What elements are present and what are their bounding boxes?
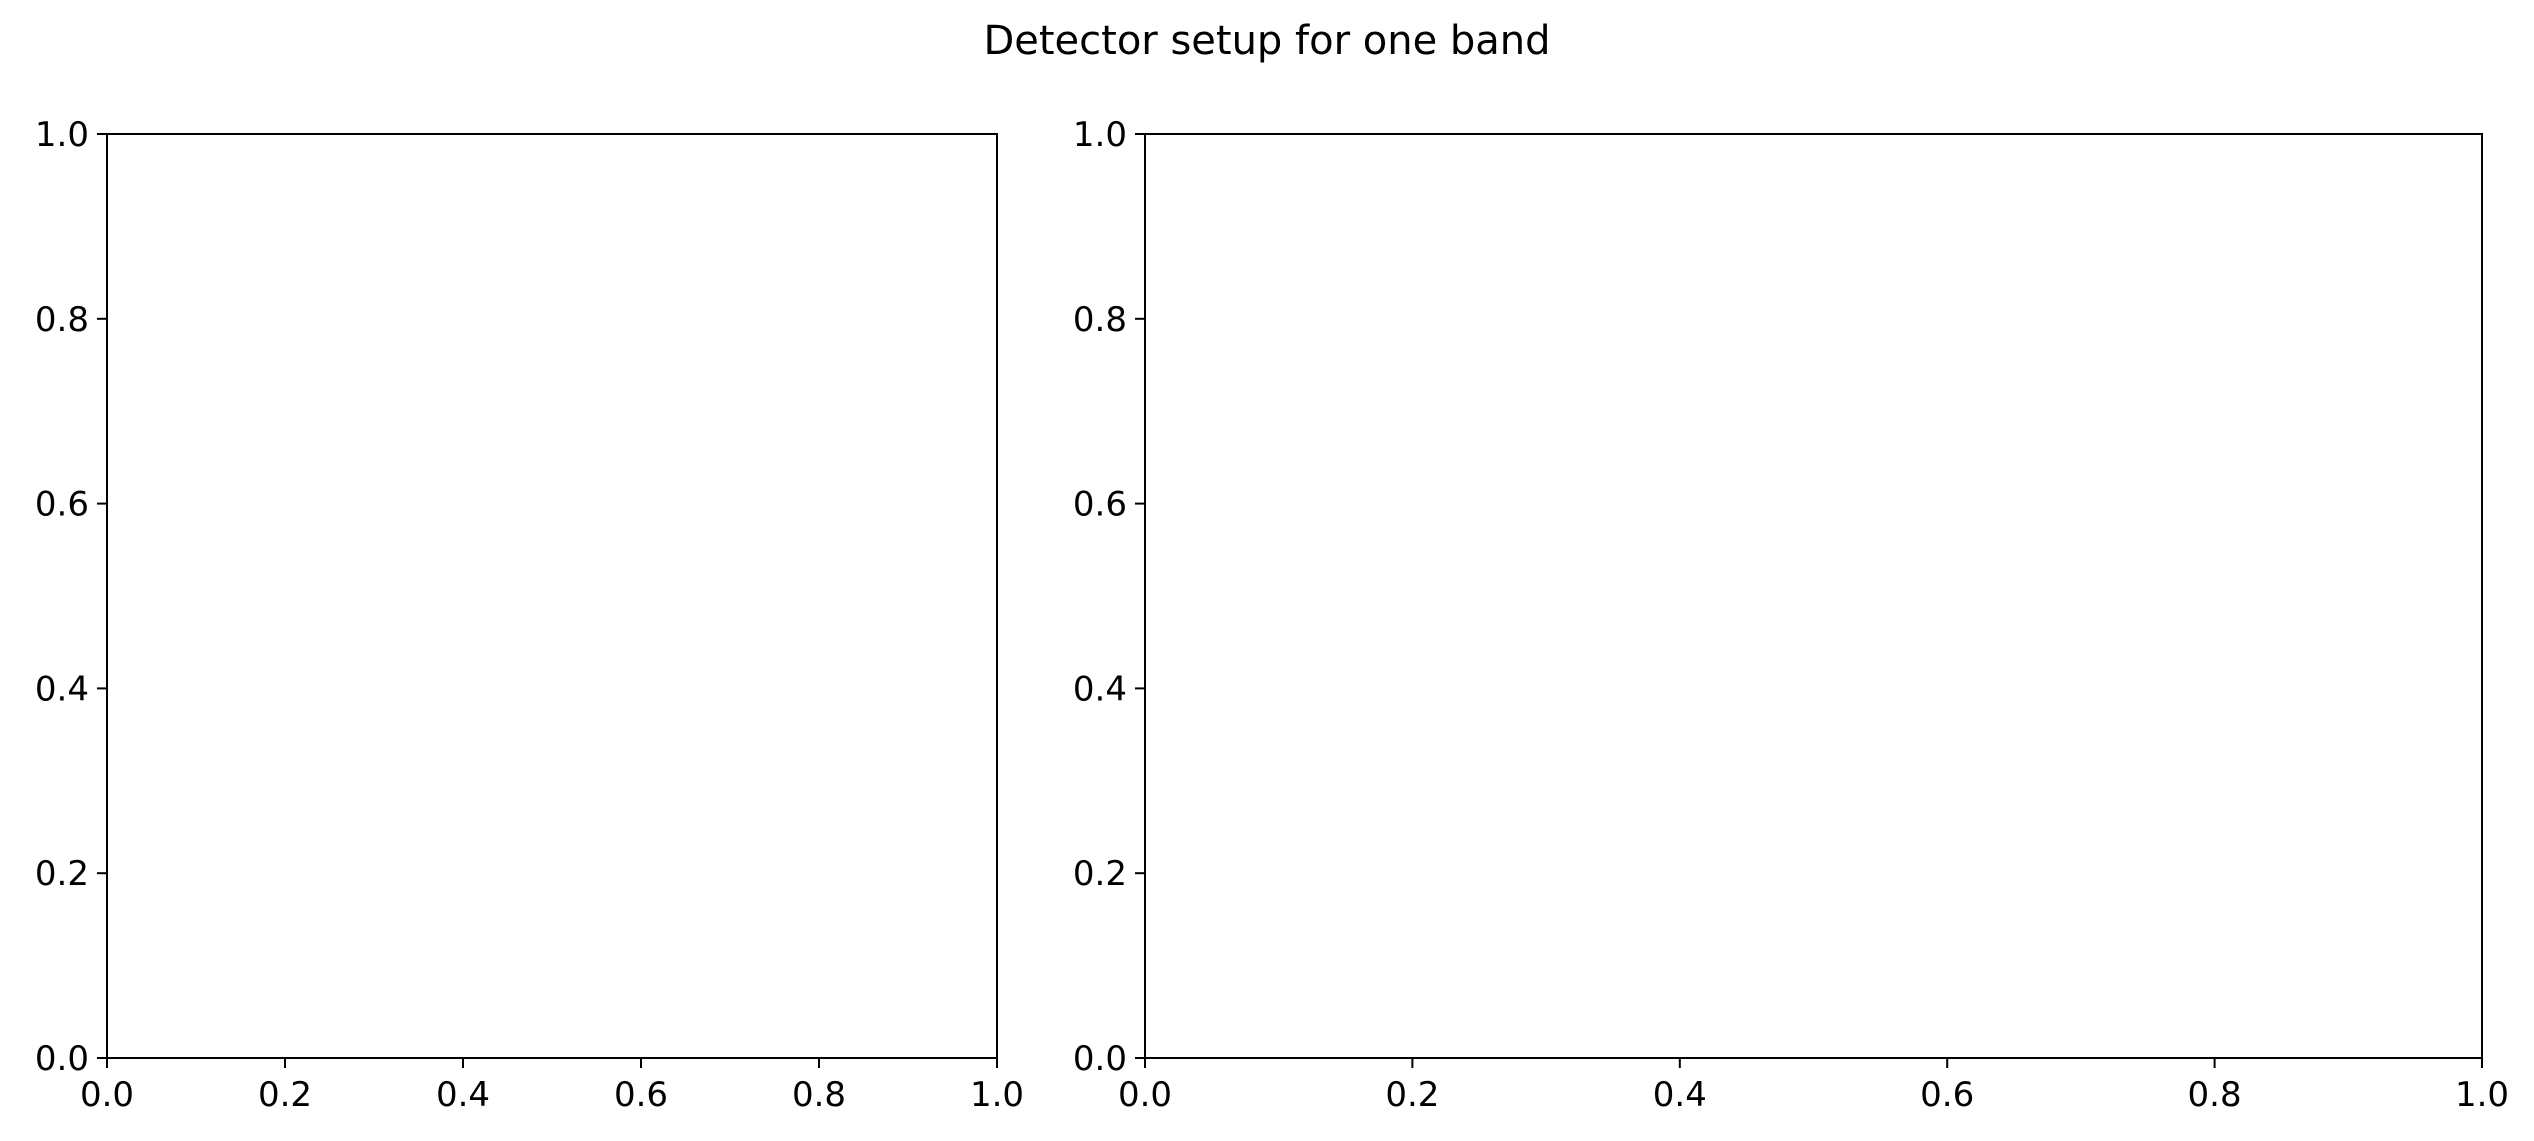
right-y-tick-label: 0.6 <box>1073 485 1127 525</box>
left-y-tick-label: 0.0 <box>35 1039 89 1079</box>
left-y-tick-label: 1.0 <box>35 115 89 155</box>
right-axes: 0.0 0.2 0.4 0.6 0.8 1.0 0.0 0.2 0.4 0.6 0.8 1.0 <box>1073 115 2509 1115</box>
left-y-tick-label: 0.8 <box>35 300 89 340</box>
left-y-tick-label: 0.6 <box>35 485 89 525</box>
right-x-tick-label: 0.0 <box>1118 1075 1172 1115</box>
left-axes: 0.0 0.2 0.4 0.6 0.8 1.0 0.0 0.2 0.4 0.6 0.8 1.0 <box>35 115 1024 1115</box>
left-y-tick-label: 0.2 <box>35 854 89 894</box>
right-plot-frame <box>1144 133 2483 1059</box>
right-x-tick-label: 0.8 <box>2188 1075 2242 1115</box>
left-x-tick-label: 0.8 <box>792 1075 846 1115</box>
left-y-tick-label: 0.4 <box>35 669 89 709</box>
right-x-tick-label: 0.6 <box>1920 1075 1974 1115</box>
left-plot-frame <box>106 133 998 1059</box>
figure-title: Detector setup for one band <box>983 18 1551 64</box>
right-y-tick-label: 0.4 <box>1073 669 1127 709</box>
right-x-tick-label: 0.2 <box>1385 1075 1439 1115</box>
right-x-tick-label: 0.4 <box>1653 1075 1707 1115</box>
left-x-tick-label: 1.0 <box>970 1075 1024 1115</box>
right-y-tick-label: 0.2 <box>1073 854 1127 894</box>
right-y-tick-label: 1.0 <box>1073 115 1127 155</box>
left-x-tick-label: 0.0 <box>80 1075 134 1115</box>
right-y-tick-label: 0.0 <box>1073 1039 1127 1079</box>
right-x-tick-label: 1.0 <box>2455 1075 2509 1115</box>
left-x-tick-label: 0.6 <box>614 1075 668 1115</box>
left-x-tick-label: 0.2 <box>258 1075 312 1115</box>
left-x-tick-label: 0.4 <box>436 1075 490 1115</box>
right-y-tick-label: 0.8 <box>1073 300 1127 340</box>
